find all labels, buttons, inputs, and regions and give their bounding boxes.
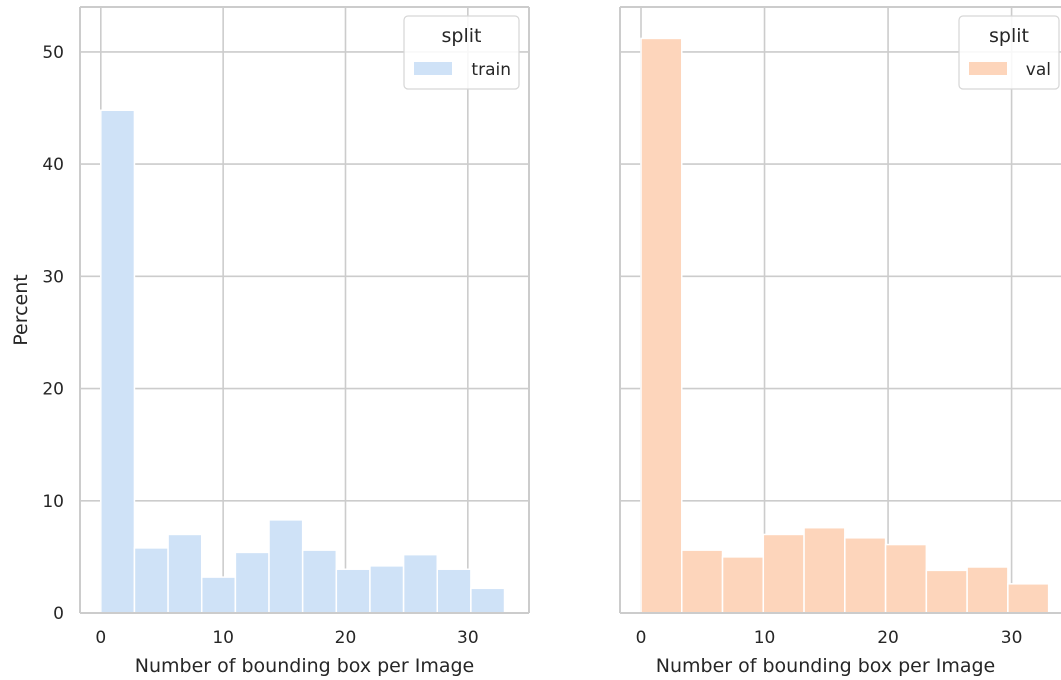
histogram-bar xyxy=(402,553,438,614)
histogram-bar xyxy=(1007,583,1050,614)
histogram-bar xyxy=(762,533,805,614)
legend: split val xyxy=(958,15,1060,90)
panel-left: 0 10 20 30 0 10 20 30 40 50 Number of bounding box… xyxy=(10,6,530,677)
histogram-bar xyxy=(844,537,887,614)
x-axis-label: Number of bounding box per Image xyxy=(135,655,474,677)
histogram-bar xyxy=(884,543,928,614)
histogram-bar xyxy=(234,551,270,614)
legend-title: split xyxy=(442,25,482,47)
x-tick-label: 20 xyxy=(877,628,899,648)
x-tick-label: 30 xyxy=(1001,628,1023,648)
histogram-bar xyxy=(133,547,169,614)
y-axis-label: Percent xyxy=(10,274,32,346)
histogram-bar xyxy=(640,37,683,614)
x-tick-label: 10 xyxy=(212,628,234,648)
histogram-bar xyxy=(436,568,472,614)
histogram-bar xyxy=(200,576,237,614)
histogram-bar xyxy=(803,526,846,614)
legend-entry-label: train xyxy=(471,60,511,80)
histogram-bar xyxy=(681,549,724,614)
y-tick-label: 0 xyxy=(53,604,64,624)
histogram-bar xyxy=(268,519,304,614)
histogram-bar xyxy=(470,587,506,614)
legend: split train xyxy=(403,15,520,90)
histogram-bar xyxy=(925,569,968,614)
y-tick-label: 40 xyxy=(42,155,64,175)
histogram-bar xyxy=(100,109,136,614)
legend-title: split xyxy=(989,25,1029,47)
x-tick-label: 20 xyxy=(335,628,357,648)
x-axis-label: Number of bounding box per Image xyxy=(656,655,995,677)
legend-entry-label: val xyxy=(1026,60,1051,80)
y-tick-label: 20 xyxy=(42,380,64,400)
legend-swatch xyxy=(969,62,1007,75)
histogram-bar xyxy=(966,566,1009,614)
x-tick-label: 30 xyxy=(457,628,479,648)
panel-right: 0 10 20 30 Number of bounding box per Image s… xyxy=(619,6,1061,677)
x-tick-label: 10 xyxy=(754,628,776,648)
y-tick-label: 50 xyxy=(42,43,64,63)
legend-swatch xyxy=(414,62,452,75)
x-tick-label: 0 xyxy=(95,628,106,648)
y-tick-label: 10 xyxy=(42,492,64,512)
histogram-bar xyxy=(721,556,765,614)
histogram-bar xyxy=(167,533,203,614)
y-tick-label: 30 xyxy=(42,267,64,287)
histogram-bar xyxy=(301,549,338,614)
histogram-bar xyxy=(335,568,371,614)
histogram-bar xyxy=(369,565,405,614)
x-tick-label: 0 xyxy=(636,628,647,648)
